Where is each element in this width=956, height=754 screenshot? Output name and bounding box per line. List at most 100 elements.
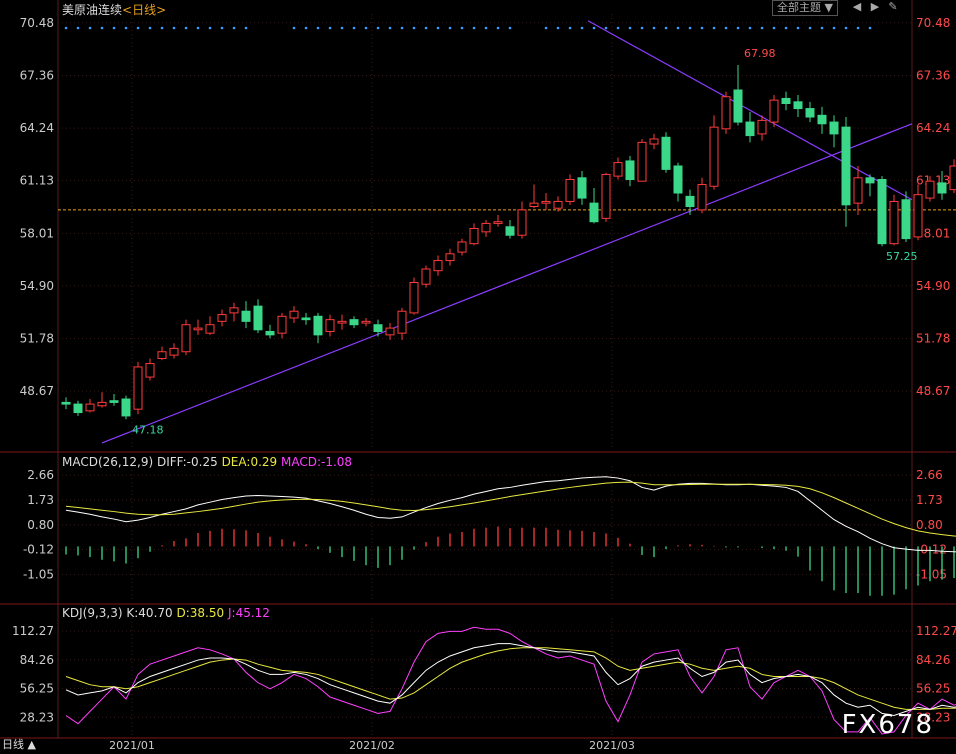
event-marker-dot xyxy=(244,26,248,30)
kdj-tick-left: 84.26 xyxy=(20,653,54,667)
macd-tick-left: 2.66 xyxy=(27,468,54,482)
candle-body xyxy=(85,403,95,412)
event-marker-dot xyxy=(688,26,692,30)
event-marker-dot xyxy=(160,26,164,30)
event-marker-dot xyxy=(676,26,680,30)
macd-tick-left: 1.73 xyxy=(27,493,54,507)
candle-body xyxy=(313,315,323,336)
trendline xyxy=(101,123,913,444)
candle-body xyxy=(841,126,851,206)
kdj-tick-left: 112.27 xyxy=(12,624,54,638)
candle-body xyxy=(889,200,899,245)
candle-body xyxy=(109,400,119,403)
macd-tick-right: -0.12 xyxy=(916,543,947,557)
event-marker-dot xyxy=(496,26,500,30)
candle-body xyxy=(649,138,659,145)
event-marker-dot xyxy=(100,26,104,30)
arrow-right-icon[interactable]: ▶ xyxy=(870,0,880,13)
event-marker-dot xyxy=(748,26,752,30)
candle-body xyxy=(97,401,107,407)
candle-body xyxy=(121,398,131,417)
candle-body xyxy=(661,136,671,170)
candle-body xyxy=(61,401,71,405)
event-marker-dot xyxy=(484,26,488,30)
kdj-tick-right: 112.27 xyxy=(916,624,956,638)
event-marker-dot xyxy=(292,26,296,30)
event-marker-dot xyxy=(448,26,452,30)
macd-legend: MACD(26,12,9) DIFF:-0.25 DEA:0.29 MACD:-… xyxy=(62,455,352,469)
price-tick-left: 61.13 xyxy=(20,174,54,188)
event-marker-dot xyxy=(556,26,560,30)
candle-body xyxy=(325,319,335,332)
candle-body xyxy=(553,200,563,209)
candle-body xyxy=(277,315,287,334)
candle-body xyxy=(373,324,383,332)
candle-body xyxy=(385,327,395,336)
event-marker-dot xyxy=(664,26,668,30)
event-marker-dot xyxy=(184,26,188,30)
candle-body xyxy=(265,330,275,336)
x-tick-label: 2021/02 xyxy=(349,739,395,752)
period-tab[interactable]: 日线 ▲ xyxy=(2,738,36,751)
price-tick-left: 70.48 xyxy=(20,16,54,30)
event-marker-dot xyxy=(760,26,764,30)
j-value: 45.12 xyxy=(235,606,270,620)
pencil-icon[interactable]: ✎ xyxy=(888,0,898,13)
candle-body xyxy=(193,327,203,331)
event-marker-dot xyxy=(544,26,548,30)
event-marker-dot xyxy=(340,26,344,30)
candle-body xyxy=(601,173,611,219)
candle-body xyxy=(205,324,215,334)
price-tick-right: 51.78 xyxy=(916,332,950,346)
event-marker-dot xyxy=(832,26,836,30)
event-marker-dot xyxy=(712,26,716,30)
price-tick-right: 67.36 xyxy=(916,68,950,82)
candle-body xyxy=(301,317,311,321)
event-marker-dot xyxy=(172,26,176,30)
price-tick-right: 48.67 xyxy=(916,384,950,398)
candle-body xyxy=(421,268,431,285)
d-line xyxy=(65,647,956,710)
event-marker-dot xyxy=(580,26,584,30)
j-line xyxy=(65,626,956,735)
candle-body xyxy=(409,282,419,314)
candle-body xyxy=(853,177,863,204)
dea-label: DEA: xyxy=(221,455,251,469)
event-marker-dot xyxy=(472,26,476,30)
event-marker-dot xyxy=(352,26,356,30)
event-marker-dot xyxy=(316,26,320,30)
price-tick-left: 51.78 xyxy=(20,332,54,346)
event-marker-dot xyxy=(844,26,848,30)
event-marker-dot xyxy=(376,26,380,30)
event-marker-dot xyxy=(232,26,236,30)
candle-body xyxy=(397,310,407,334)
j-label: J: xyxy=(227,606,236,620)
event-marker-dot xyxy=(364,26,368,30)
price-tick-left: 48.67 xyxy=(20,384,54,398)
candle-body xyxy=(289,310,299,319)
candle-body xyxy=(253,305,263,331)
theme-menu-button[interactable]: 全部主题 ▼ xyxy=(772,0,838,16)
event-marker-dot xyxy=(592,26,596,30)
diff-value: -0.25 xyxy=(186,455,218,469)
price-tick-left: 54.90 xyxy=(20,279,54,293)
event-marker-dot xyxy=(796,26,800,30)
event-marker-dot xyxy=(424,26,428,30)
kdj-legend: KDJ(9,3,3) K:40.70 D:38.50 J:45.12 xyxy=(62,606,270,620)
min-price-label-right: 57.25 xyxy=(886,250,918,263)
arrow-left-icon[interactable]: ◀ xyxy=(852,0,862,13)
candle-body xyxy=(865,177,875,184)
candle-body xyxy=(529,202,539,208)
event-marker-dot xyxy=(148,26,152,30)
candle-body xyxy=(73,403,83,414)
candle-body xyxy=(145,363,155,378)
event-marker-dot xyxy=(220,26,224,30)
event-marker-dot xyxy=(652,26,656,30)
event-marker-dot xyxy=(640,26,644,30)
price-tick-right: 58.01 xyxy=(916,226,950,240)
watermark: FX678 xyxy=(841,710,934,740)
min-price-label-left: 47.18 xyxy=(132,423,164,436)
candle-body xyxy=(781,97,791,105)
diff-line xyxy=(65,476,956,553)
